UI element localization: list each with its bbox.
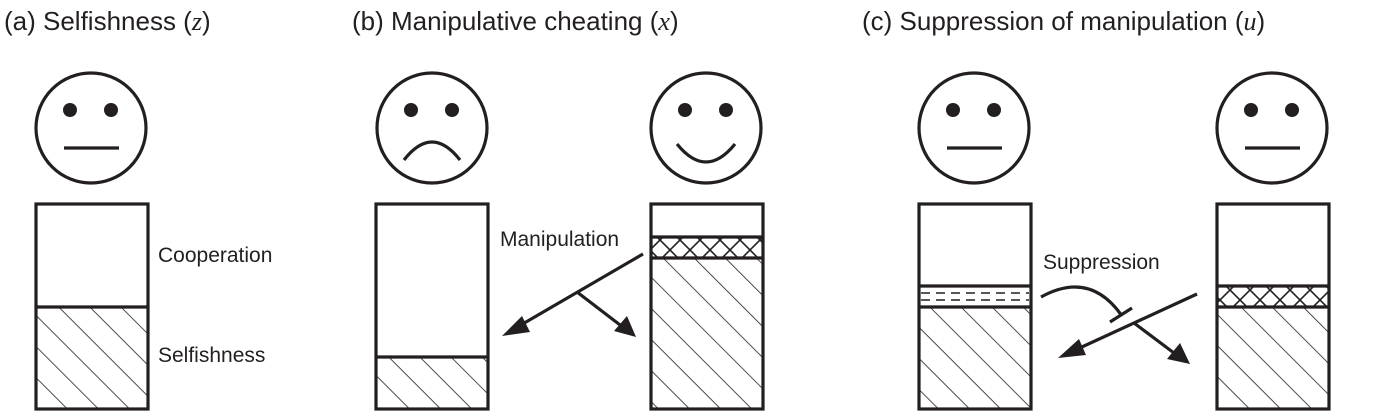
manipulation-band (651, 237, 763, 258)
bar-b-left (374, 202, 490, 411)
bar-c-left (917, 202, 1033, 411)
bar-a (34, 202, 150, 411)
bar-a-selfish-fill (36, 307, 148, 409)
arrowhead-right-c (1167, 343, 1190, 364)
bar-b-right (649, 202, 765, 411)
arrowhead-left-c (1058, 339, 1086, 358)
bar-c-right (1215, 202, 1331, 411)
label-suppression: Suppression (1043, 251, 1160, 274)
suppression-arrows (1058, 292, 1198, 364)
panel-c-title: (c) Suppression of manipulation (u) (862, 6, 1265, 36)
label-cooperation: Cooperation (158, 244, 272, 267)
face-a-neutral (34, 71, 148, 185)
arrowhead-right (614, 316, 636, 337)
panel-a-title: (a) Selfishness (z) (4, 6, 211, 36)
face-b-happy (649, 71, 763, 185)
arrowhead-left (502, 316, 530, 336)
suppression-curve (1040, 285, 1133, 324)
inhibition-bar (1109, 306, 1133, 324)
face-c-right-neutral (1215, 71, 1329, 185)
face-b-sad (375, 71, 489, 185)
label-selfishness: Selfishness (158, 344, 265, 367)
panel-b-title: (b) Manipulative cheating (x) (352, 6, 679, 36)
face-c-left-neutral (917, 71, 1031, 185)
label-manipulation: Manipulation (500, 228, 619, 251)
manipulation-arrows (502, 252, 644, 337)
